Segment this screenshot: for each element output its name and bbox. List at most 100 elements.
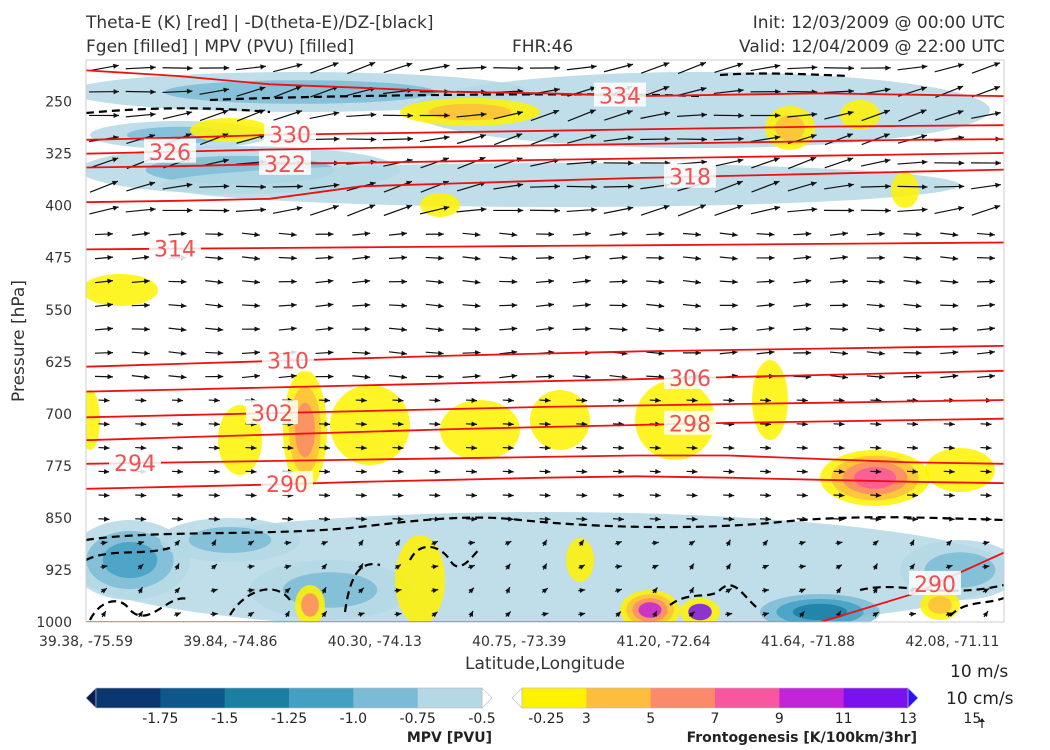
wind-vector-head bbox=[811, 111, 818, 118]
wind-vector-head bbox=[112, 205, 119, 211]
wind-vector-head bbox=[728, 492, 735, 498]
wind-vector-head bbox=[516, 133, 523, 139]
wind-vector-head bbox=[186, 110, 193, 116]
wind-vector-head bbox=[438, 374, 444, 380]
wind-vector-head bbox=[140, 492, 147, 498]
wind-vector-head bbox=[291, 231, 297, 238]
wind-vector-head bbox=[768, 302, 775, 308]
wind-vector-head bbox=[875, 516, 882, 522]
wind-vector-head bbox=[474, 255, 481, 261]
wind-vector-head bbox=[223, 158, 229, 164]
wind-vector-head bbox=[250, 469, 257, 475]
wind-vector-head bbox=[177, 445, 183, 451]
wind-vector-head bbox=[725, 563, 731, 570]
wind-vector-head bbox=[915, 350, 922, 356]
wind-vector-head bbox=[872, 540, 879, 546]
wind-vector-head bbox=[217, 279, 224, 285]
wind-vector-head bbox=[805, 350, 812, 356]
wind-vector-head bbox=[836, 564, 843, 570]
wind-vector-head bbox=[688, 563, 694, 570]
wind-vector-head bbox=[324, 397, 330, 403]
wind-vector-head bbox=[847, 110, 854, 116]
wind-vector-head bbox=[774, 63, 781, 69]
valid-time: Valid: 12/04/2009 @ 22:00 UTC bbox=[739, 37, 1005, 57]
y-tick-label: 550 bbox=[45, 303, 72, 319]
wind-vector-head bbox=[805, 278, 812, 284]
wind-vector-head bbox=[985, 492, 992, 498]
wind-vector-head bbox=[728, 397, 735, 403]
x-tick-label: 41.64, -71.88 bbox=[761, 634, 855, 650]
wind-vector-head bbox=[921, 159, 928, 165]
wind-vector-head bbox=[217, 350, 224, 356]
wind-vector-head bbox=[836, 540, 843, 546]
wind-vector-head bbox=[773, 180, 780, 186]
wind-vector-head bbox=[585, 302, 591, 308]
wind-vector-head bbox=[217, 326, 224, 333]
wind-vector-head bbox=[589, 109, 596, 115]
wind-vector-head bbox=[728, 469, 735, 475]
wind-vector-head bbox=[658, 231, 665, 237]
wind-vector-head bbox=[434, 421, 441, 427]
wind-vector-head bbox=[800, 564, 806, 570]
wind-vector-head bbox=[652, 565, 659, 570]
colorbar-tick-label: -1.5 bbox=[211, 711, 238, 727]
wind-vector-head bbox=[140, 397, 147, 403]
fgen-fill bbox=[840, 100, 880, 130]
wind-vector-head bbox=[438, 231, 444, 237]
wind-vector-head bbox=[627, 63, 634, 69]
wind-vector-head bbox=[144, 374, 150, 380]
wind-vector-head bbox=[112, 63, 119, 69]
wind-vector-head bbox=[107, 278, 113, 284]
wind-vector-head bbox=[842, 231, 848, 237]
wind-vector-head bbox=[883, 109, 890, 115]
wind-vector-head bbox=[544, 397, 551, 403]
wind-vector-head bbox=[916, 373, 922, 380]
wind-vector-head bbox=[223, 87, 230, 93]
wind-vector-head bbox=[983, 540, 990, 546]
wind-vector-head bbox=[474, 350, 481, 356]
wind-vector-head bbox=[144, 302, 150, 308]
wind-vector-head bbox=[922, 184, 928, 190]
wind-scale-arrow bbox=[979, 718, 985, 728]
colorbar-tick-label: -1.25 bbox=[271, 711, 307, 727]
wind-vector-head bbox=[480, 111, 487, 118]
colorbar-tick-label: 9 bbox=[775, 711, 784, 727]
wind-vector-head bbox=[846, 133, 853, 139]
mpv-fill bbox=[188, 527, 272, 553]
wind-vector-head bbox=[768, 231, 775, 237]
wind-vector-head bbox=[150, 112, 156, 118]
wind-vector-head bbox=[765, 469, 771, 475]
wind-vector-head bbox=[250, 492, 257, 498]
wind-vector-head bbox=[328, 374, 334, 380]
fgen-fill bbox=[295, 402, 315, 458]
mpv-fill bbox=[102, 541, 158, 579]
wind-vector-head bbox=[248, 588, 255, 594]
wind-vector-head bbox=[879, 255, 885, 261]
wind-vector-head bbox=[217, 255, 224, 261]
wind-vector-head bbox=[658, 255, 665, 261]
wind-vector-head bbox=[995, 160, 1001, 166]
wind-vector-head bbox=[773, 157, 780, 163]
theta-e-label: 318 bbox=[669, 166, 711, 191]
wind-vector-head bbox=[214, 397, 220, 403]
wind-vector-head bbox=[544, 492, 551, 498]
wind-vector-head bbox=[765, 516, 771, 522]
wind-vector-head bbox=[324, 516, 330, 522]
wind-vector-head bbox=[517, 65, 524, 71]
wind-vector-head bbox=[100, 611, 106, 617]
colorbar-segment bbox=[522, 688, 587, 708]
wind-vector-head bbox=[144, 254, 150, 261]
fgen-fill bbox=[891, 172, 919, 208]
wind-vector-head bbox=[921, 207, 928, 213]
wind-vector-head bbox=[180, 231, 187, 237]
colorbar-frame bbox=[95, 687, 483, 709]
wind-vector-head bbox=[468, 610, 474, 617]
fgen-fill bbox=[190, 118, 270, 142]
wind-vector-head bbox=[915, 255, 922, 261]
wind-vector-head bbox=[618, 492, 624, 498]
wind-vector-head bbox=[585, 326, 591, 332]
wind-vector-head bbox=[658, 279, 665, 285]
wind-vector-head bbox=[285, 540, 292, 546]
wind-vector-head bbox=[291, 373, 297, 379]
